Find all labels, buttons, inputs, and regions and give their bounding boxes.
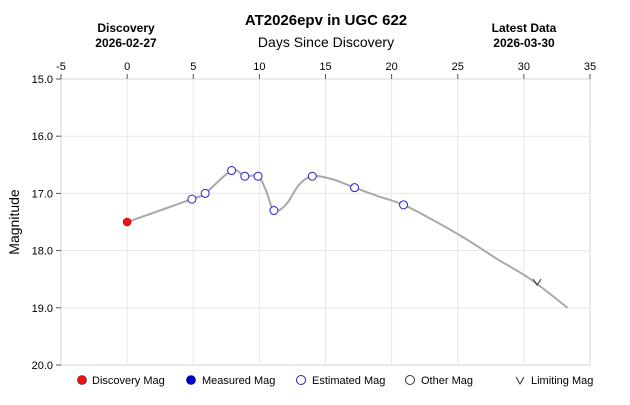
chart-title: AT2026epv in UGC 622 [245, 12, 407, 29]
legend-limiting-label: Limiting Mag [531, 375, 593, 387]
x-tick-label: 20 [386, 61, 398, 73]
x-tick-label: 35 [584, 61, 596, 73]
estimated-point [227, 166, 237, 176]
legend: Discovery Mag Measured Mag Estimated Mag… [77, 375, 593, 387]
legend-other-marker [405, 375, 415, 385]
estimated-point [253, 171, 263, 181]
discovery-point [122, 217, 132, 227]
y-tick-label: 19.0 [32, 303, 53, 315]
y-tick-label: 16.0 [32, 131, 53, 143]
y-axis-ticks: 15.0 16.0 17.0 18.0 19.0 20.0 [32, 74, 61, 372]
x-tick-label: 30 [518, 61, 530, 73]
legend-estimated-label: Estimated Mag [312, 375, 385, 387]
y-tick-label: 18.0 [32, 246, 53, 258]
discovery-label: Discovery [97, 21, 155, 35]
legend-other-label: Other Mag [421, 375, 473, 387]
x-axis-label: Days Since Discovery [258, 34, 394, 50]
limiting-mag-point [532, 278, 542, 286]
discovery-date: 2026-02-27 [95, 36, 157, 50]
estimated-point [187, 194, 197, 204]
estimated-point [269, 206, 279, 216]
estimated-point [240, 171, 250, 181]
x-tick-label: 25 [452, 61, 464, 73]
x-tick-label: -5 [56, 61, 66, 73]
latest-data-label: Latest Data [492, 21, 557, 35]
legend-measured-label: Measured Mag [202, 375, 275, 387]
x-axis-ticks: -5 0 5 10 15 20 25 30 35 [56, 61, 596, 79]
legend-estimated-marker [296, 375, 306, 385]
latest-data-date: 2026-03-30 [493, 36, 555, 50]
y-axis-label: Magnitude [6, 189, 22, 255]
estimated-point [200, 188, 210, 198]
legend-measured-marker [186, 375, 196, 385]
legend-discovery-label: Discovery Mag [92, 375, 165, 387]
y-tick-label: 20.0 [32, 360, 53, 372]
x-tick-label: 15 [319, 61, 331, 73]
x-tick-label: 10 [253, 61, 265, 73]
y-tick-label: 17.0 [32, 188, 53, 200]
estimated-point [350, 183, 360, 193]
legend-limiting-marker [515, 376, 525, 386]
x-tick-label: 0 [124, 61, 130, 73]
points-layer [122, 166, 542, 286]
estimated-point [307, 171, 317, 181]
legend-discovery-marker [77, 375, 87, 385]
y-tick-label: 15.0 [32, 74, 53, 86]
x-tick-label: 5 [190, 61, 196, 73]
estimated-point [399, 200, 409, 210]
